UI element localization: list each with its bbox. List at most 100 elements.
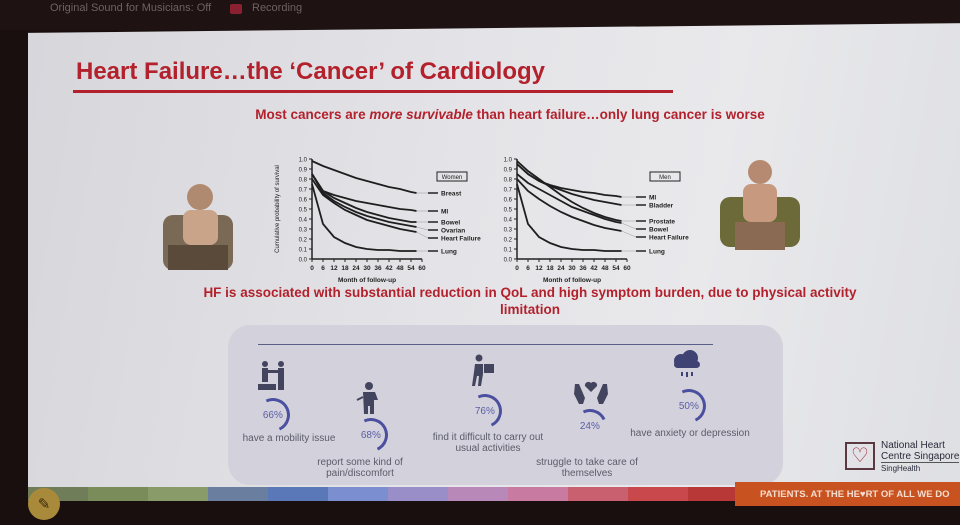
y-tick-label: 0.8	[504, 178, 513, 184]
x-tick-label: 42	[590, 265, 598, 272]
men-survival-chart: 0.0 0.1 0.2 0.3 0.4 0.5 0.6 0.7 0.8 0.9 1.0 0 6 12 18 2…	[504, 158, 689, 285]
y-tick-label: 0.2	[504, 238, 513, 244]
x-tick-label: 54	[407, 265, 415, 272]
rain-cloud-icon	[674, 350, 700, 377]
y-tick-label: 0.0	[504, 258, 513, 264]
meeting-toolbar: Original Sound for Musicians: Off Record…	[0, 0, 960, 30]
y-tick-label: 0.1	[299, 248, 308, 254]
chart-title: Men	[659, 175, 671, 181]
subtitle-post: than heart failure…only lung cancer is w…	[472, 107, 765, 122]
x-tick-label: 54	[612, 265, 620, 272]
y-tick-label: 0.8	[299, 178, 308, 184]
stat-label-mobility: have a mobility issue	[242, 433, 336, 444]
subtitle-emphasis: more survivable	[369, 107, 473, 122]
x-tick-label: 48	[601, 265, 609, 272]
y-tick-label: 0.6	[504, 198, 513, 204]
y-tick-label: 0.4	[504, 218, 513, 224]
logo-line3: SingHealth	[881, 464, 921, 473]
y-tick-label: 0.1	[504, 248, 513, 254]
series-line-lung	[516, 183, 622, 252]
series-line-bowel	[311, 173, 417, 223]
series-line-prostate	[516, 160, 622, 222]
pain-person-icon	[356, 382, 378, 414]
panel-divider	[258, 344, 713, 345]
series-leader	[621, 230, 637, 238]
subtitle-pre: Most cancers are	[255, 107, 370, 122]
series-line-lung	[311, 183, 417, 252]
x-tick-label: 48	[396, 265, 404, 272]
series-label: Breast	[441, 191, 462, 198]
y-tick-label: 0.5	[299, 208, 308, 214]
series-line-breast	[311, 160, 417, 194]
original-sound-status[interactable]: Original Sound for Musicians: Off	[50, 2, 212, 14]
series-label: Ovarian	[441, 228, 465, 235]
x-tick-label: 0	[515, 265, 519, 272]
x-axis-label: Month of follow-up	[543, 277, 601, 284]
series-leader	[416, 226, 429, 231]
x-tick-label: 36	[579, 265, 587, 272]
color-strip	[28, 487, 748, 501]
y-tick-label: 0.0	[299, 258, 308, 264]
x-tick-label: 6	[321, 265, 325, 272]
x-tick-label: 18	[341, 265, 349, 272]
series-label: Lung	[441, 249, 457, 256]
series-line-bowel	[516, 173, 622, 224]
chart-title: Women	[442, 175, 463, 181]
y-tick-label: 1.0	[299, 158, 308, 164]
elderly-man-illustration-left	[163, 184, 233, 270]
series-leader	[621, 222, 637, 230]
y-tick-label: 0.6	[299, 198, 308, 204]
y-tick-label: 0.4	[299, 218, 308, 224]
mobility-assist-icon	[258, 361, 284, 390]
stat-label-anxiety: have anxiety or depression	[630, 428, 750, 439]
series-line-ovarian	[311, 173, 417, 228]
stat-value-mobility: 66%	[262, 409, 284, 421]
x-tick-label: 42	[385, 265, 393, 272]
hands-heart-icon	[574, 381, 608, 404]
x-tick-label: 18	[546, 265, 554, 272]
y-axis-label: Cumulative probability of survival	[275, 165, 281, 253]
x-tick-label: 30	[363, 265, 371, 272]
x-tick-label: 0	[310, 265, 314, 272]
y-tick-label: 0.9	[504, 168, 513, 174]
logo-text: National Heart Centre Singapore SingHeal…	[881, 440, 960, 474]
legend-box	[649, 171, 681, 182]
slide-title: Heart Failure…the ‘Cancer’ of Cardiology	[76, 58, 545, 85]
series-label: Bladder	[649, 203, 674, 210]
stat-value-anxiety: 50%	[678, 400, 700, 412]
x-tick-label: 12	[330, 265, 338, 272]
title-underline	[73, 90, 673, 93]
y-tick-label: 0.7	[504, 188, 513, 194]
x-tick-label: 60	[623, 265, 631, 272]
x-tick-label: 24	[557, 265, 565, 272]
legend-box	[436, 171, 468, 182]
stat-label-activities: find it difficult to carry out usual act…	[432, 432, 544, 454]
stat-label-pain: report some kind of pain/discomfort	[317, 457, 403, 479]
series-label: Heart Failure	[441, 236, 481, 243]
series-line-mi	[311, 173, 417, 212]
heart-logo-icon: ♡	[845, 442, 875, 470]
y-tick-label: 1.0	[504, 158, 513, 164]
y-tick-label: 0.7	[299, 188, 308, 194]
y-tick-label: 0.9	[299, 168, 308, 174]
subtitle: Most cancers are more survivable than he…	[170, 106, 850, 123]
series-label: Prostate	[649, 219, 675, 226]
series-label: MI	[441, 209, 448, 216]
person-carrying-box-icon	[472, 354, 494, 386]
stat-value-pain: 68%	[360, 429, 382, 441]
stat-label-self-care: struggle to take care of themselves	[536, 457, 638, 479]
hf-statement: HF is associated with substantial reduct…	[203, 285, 857, 317]
x-tick-label: 12	[535, 265, 543, 272]
series-label: Lung	[649, 249, 665, 256]
x-tick-label: 30	[568, 265, 576, 272]
series-label: MI	[649, 195, 656, 202]
series-label: Bowel	[441, 220, 460, 227]
pen-icon[interactable]: ✎	[28, 488, 60, 520]
stat-value-activities: 76%	[474, 405, 496, 417]
record-icon	[230, 4, 242, 14]
series-leader	[416, 231, 429, 239]
tagline-bar: PATIENTS. AT THE HE♥RT OF ALL WE DO	[735, 482, 960, 506]
x-tick-label: 36	[374, 265, 382, 272]
elderly-man-illustration-right	[720, 160, 800, 250]
stat-value-self-care: 24%	[579, 420, 601, 432]
